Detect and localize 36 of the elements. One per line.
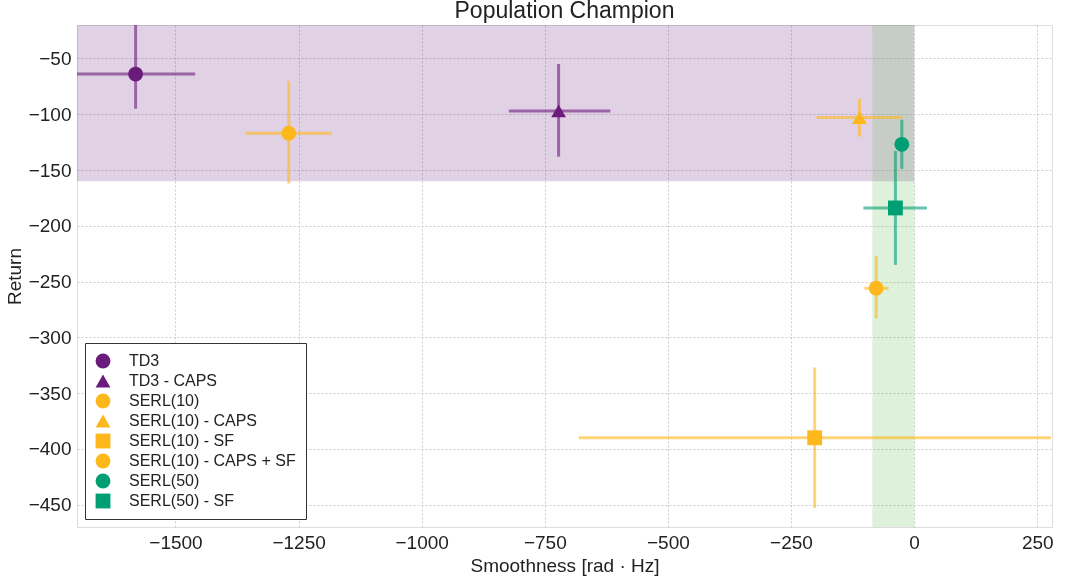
- point: [281, 125, 297, 141]
- legend-label: TD3: [129, 352, 160, 369]
- y-tick-label: −300: [28, 326, 72, 348]
- y-tick-label: −200: [28, 215, 72, 237]
- y-tick-label: −150: [28, 159, 72, 181]
- x-tick-label: 0: [909, 531, 920, 553]
- chart-title: Population Champion: [454, 0, 675, 23]
- y-tick-label: −100: [28, 103, 72, 125]
- legend-label: TD3 - CAPS: [129, 372, 218, 389]
- point: [128, 66, 144, 82]
- legend-label: SERL(10) - SF: [129, 432, 235, 449]
- legend-label: SERL(10) - CAPS + SF: [129, 452, 296, 469]
- x-tick-label: −1500: [149, 531, 203, 553]
- point: [894, 136, 910, 152]
- point: [852, 111, 867, 125]
- x-tick-label: 250: [1021, 531, 1054, 553]
- point: [887, 200, 903, 216]
- legend-label: SERL(10) - CAPS: [129, 412, 258, 429]
- y-tick-label: −400: [28, 438, 72, 460]
- point: [868, 280, 884, 296]
- legend-label: SERL(50): [129, 472, 200, 489]
- x-tick-label: −1000: [395, 531, 449, 553]
- y-tick-label: −350: [28, 382, 72, 404]
- x-tick-label: −1250: [272, 531, 326, 553]
- x-tick-label: −750: [523, 531, 567, 553]
- x-axis-title: Smoothness [rad · Hz]: [470, 554, 660, 576]
- legend-label: SERL(50) - SF: [129, 492, 235, 509]
- y-tick-label: −250: [28, 271, 72, 293]
- x-tick-label: −500: [647, 531, 690, 553]
- legend-label: SERL(10): [129, 392, 200, 409]
- point: [807, 430, 823, 446]
- x-tick-label: −250: [770, 531, 813, 553]
- y-tick-label: −50: [39, 47, 72, 69]
- y-axis-title: Return: [3, 247, 25, 306]
- y-tick-label: −450: [28, 494, 72, 516]
- point: [551, 104, 567, 118]
